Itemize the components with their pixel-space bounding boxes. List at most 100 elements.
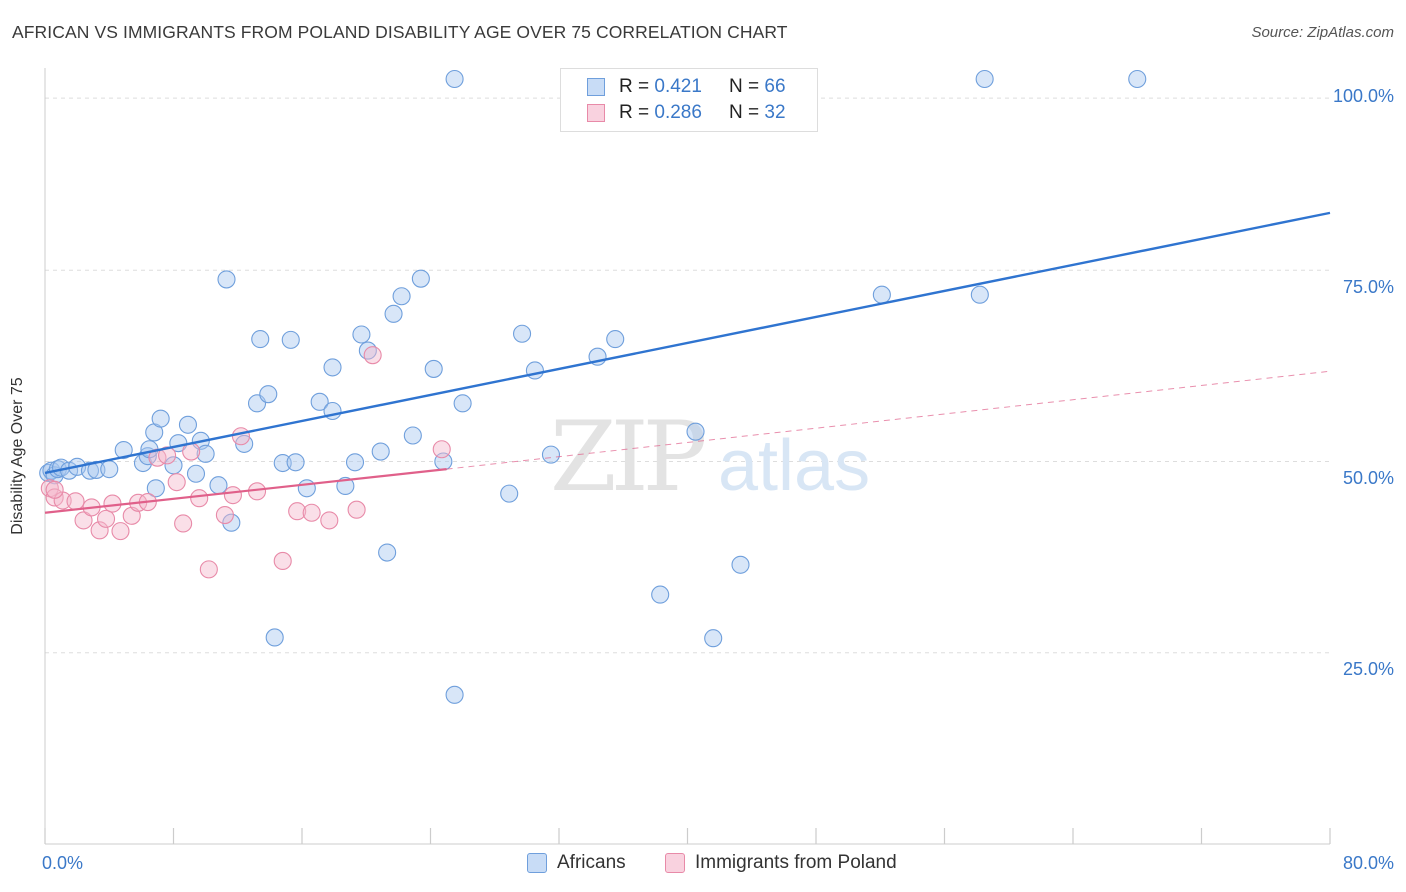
gridlines — [45, 97, 1330, 654]
data-point-poland — [90, 521, 109, 540]
data-point-poland — [215, 505, 234, 525]
x-tick-label: 80.0% — [1342, 853, 1394, 873]
data-point-africans — [310, 392, 329, 411]
y-tick-label: 50.0% — [1342, 468, 1394, 488]
data-point-africans — [403, 426, 422, 445]
legend-item-africans[interactable]: Africans — [527, 852, 626, 874]
legend-label-poland: Immigrants from Poland — [695, 852, 897, 873]
data-point-africans — [500, 484, 519, 503]
data-point-africans — [281, 330, 300, 349]
y-axis-label: Disability Age Over 75 — [9, 377, 26, 535]
data-point-africans — [345, 453, 365, 472]
data-point-africans — [209, 476, 228, 495]
legend-swatch-poland — [587, 104, 605, 122]
data-point-africans — [146, 479, 165, 498]
watermark-zip: ZIP — [550, 401, 705, 513]
data-point-africans — [378, 543, 397, 562]
data-point-africans — [392, 287, 411, 306]
data-point-africans — [445, 685, 464, 704]
legend-n-value: 32 — [764, 102, 786, 123]
trend-line-africans — [44, 211, 1331, 475]
data-point-poland — [432, 440, 451, 459]
data-point-africans — [297, 479, 316, 498]
data-point-africans — [731, 555, 750, 574]
legend-swatch-poland — [665, 853, 685, 873]
data-point-africans — [371, 442, 390, 461]
legend-r-label: R = — [619, 102, 655, 123]
data-point-poland — [223, 486, 242, 505]
watermark: ZIP atlas — [550, 401, 870, 513]
data-point-africans — [384, 304, 403, 323]
data-point-africans — [186, 464, 206, 483]
legend-label-africans: Africans — [557, 852, 626, 873]
data-point-poland — [103, 494, 122, 513]
data-point-africans — [114, 440, 133, 460]
legend-n-value: 66 — [764, 76, 786, 97]
data-point-poland — [66, 492, 85, 511]
data-point-africans — [525, 361, 544, 380]
y-tick-label: 75.0% — [1342, 277, 1394, 297]
source-label: Source: ZipAtlas.com — [1251, 24, 1394, 41]
legend-r-value: 0.286 — [654, 102, 702, 123]
legend-swatch-africans — [527, 853, 547, 873]
y-tick-label: 100.0% — [1332, 86, 1394, 106]
data-point-africans — [151, 409, 170, 428]
data-point-poland — [174, 514, 193, 533]
y-tick-label: 25.0% — [1342, 659, 1394, 679]
data-point-africans — [651, 585, 670, 604]
data-point-africans — [265, 628, 284, 647]
data-point-poland — [320, 511, 339, 530]
data-point-africans — [217, 270, 236, 289]
data-point-africans — [323, 358, 342, 377]
data-point-africans — [286, 453, 305, 472]
data-point-africans — [411, 269, 430, 288]
trend-lines — [44, 211, 1331, 514]
data-point-africans — [970, 285, 989, 304]
data-point-africans — [259, 385, 278, 404]
data-point-poland — [190, 489, 209, 508]
data-point-africans — [336, 476, 355, 496]
legend-r-label: R = — [619, 76, 655, 97]
data-point-africans — [872, 285, 891, 304]
data-point-africans — [196, 444, 215, 463]
data-point-poland — [111, 522, 130, 541]
series-africans-points — [39, 69, 1147, 704]
legend-n-label: N = — [729, 102, 765, 123]
chart-title: AFRICAN VS IMMIGRANTS FROM POLAND DISABI… — [12, 22, 788, 42]
data-point-africans — [975, 69, 994, 89]
data-point-poland — [273, 551, 292, 571]
data-point-poland — [231, 427, 251, 446]
data-point-africans — [178, 415, 198, 434]
data-point-africans — [1128, 69, 1147, 89]
data-point-africans — [273, 453, 292, 473]
axes — [44, 68, 1331, 845]
data-point-poland — [167, 473, 186, 492]
data-point-africans — [445, 69, 464, 89]
data-point-poland — [158, 446, 177, 465]
data-point-poland — [302, 503, 321, 522]
trend-line-poland-extension — [446, 370, 1331, 470]
data-point-africans — [686, 422, 705, 441]
legend-r-value: 0.421 — [654, 76, 702, 97]
watermark-atlas: atlas — [718, 426, 870, 506]
data-point-africans — [80, 461, 100, 480]
data-point-africans — [513, 324, 532, 343]
data-point-africans — [251, 330, 270, 349]
data-point-poland — [96, 509, 116, 528]
data-point-africans — [100, 460, 119, 479]
data-point-africans — [704, 629, 723, 648]
data-point-poland — [199, 560, 218, 579]
data-point-africans — [541, 445, 561, 464]
data-point-africans — [352, 325, 371, 344]
data-point-africans — [222, 513, 241, 532]
x-tick-label: 0.0% — [42, 853, 84, 873]
correlation-legend: R = 0.421 N = 66 R = 0.286 N = 32 — [560, 68, 818, 132]
data-point-poland — [347, 500, 366, 519]
data-point-poland — [288, 502, 307, 521]
legend-n-label: N = — [729, 76, 765, 97]
data-point-africans — [424, 359, 443, 378]
data-point-africans — [606, 330, 625, 349]
legend-item-poland[interactable]: Immigrants from Poland — [665, 852, 897, 874]
series-legend: Africans Immigrants from Poland — [0, 852, 1406, 878]
